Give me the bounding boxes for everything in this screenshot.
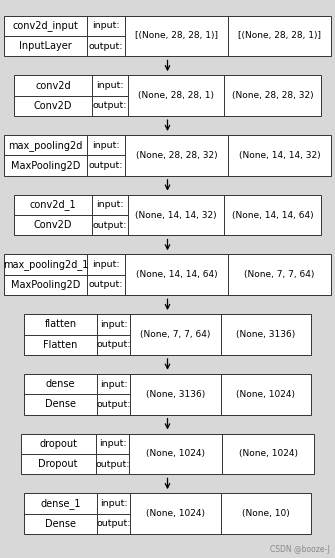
- Bar: [24, 314, 311, 355]
- Text: input:: input:: [92, 141, 120, 150]
- Text: input:: input:: [100, 499, 128, 508]
- Text: (None, 28, 28, 32): (None, 28, 28, 32): [232, 91, 314, 100]
- Text: Dense: Dense: [45, 400, 76, 410]
- Text: (None, 1024): (None, 1024): [146, 449, 205, 459]
- Bar: [14, 75, 321, 116]
- Text: (None, 3136): (None, 3136): [146, 389, 205, 399]
- Text: conv2d: conv2d: [36, 80, 71, 90]
- Text: input:: input:: [92, 260, 120, 269]
- Text: output:: output:: [96, 400, 131, 409]
- Text: output:: output:: [95, 460, 130, 469]
- Text: (None, 10): (None, 10): [242, 509, 289, 518]
- Text: output:: output:: [96, 340, 131, 349]
- Text: (None, 7, 7, 64): (None, 7, 7, 64): [244, 270, 315, 280]
- Bar: [14, 195, 321, 235]
- Bar: [21, 434, 314, 474]
- Bar: [4, 254, 331, 295]
- Text: Conv2D: Conv2D: [34, 101, 72, 111]
- Text: input:: input:: [100, 320, 128, 329]
- Text: max_pooling2d_1: max_pooling2d_1: [3, 259, 88, 270]
- Text: (None, 1024): (None, 1024): [239, 449, 297, 459]
- Text: MaxPooling2D: MaxPooling2D: [11, 161, 80, 171]
- Text: (None, 28, 28, 1): (None, 28, 28, 1): [138, 91, 214, 100]
- Text: dropout: dropout: [39, 439, 77, 449]
- Text: (None, 28, 28, 32): (None, 28, 28, 32): [136, 151, 217, 160]
- Text: (None, 14, 14, 32): (None, 14, 14, 32): [135, 210, 217, 220]
- Bar: [24, 374, 311, 415]
- Text: output:: output:: [96, 519, 131, 528]
- Text: Flatten: Flatten: [44, 340, 78, 350]
- Bar: [4, 135, 331, 176]
- Text: (None, 14, 14, 64): (None, 14, 14, 64): [136, 270, 217, 280]
- Text: output:: output:: [93, 102, 127, 110]
- Text: output:: output:: [89, 42, 123, 51]
- Text: input:: input:: [96, 200, 124, 209]
- Text: input:: input:: [96, 81, 124, 90]
- Text: dense: dense: [46, 379, 75, 389]
- Text: (None, 14, 14, 32): (None, 14, 14, 32): [239, 151, 320, 160]
- Text: input:: input:: [100, 379, 128, 388]
- Text: conv2d_1: conv2d_1: [30, 199, 76, 210]
- Text: (None, 3136): (None, 3136): [236, 330, 295, 339]
- Text: input:: input:: [99, 439, 126, 448]
- Text: (None, 1024): (None, 1024): [236, 389, 295, 399]
- Text: Dropout: Dropout: [39, 459, 78, 469]
- Text: input:: input:: [92, 21, 120, 30]
- Text: [(None, 28, 28, 1)]: [(None, 28, 28, 1)]: [238, 31, 321, 41]
- Text: CSDN @booze-J: CSDN @booze-J: [270, 545, 330, 554]
- Text: output:: output:: [93, 221, 127, 230]
- Bar: [4, 16, 331, 56]
- Text: dense_1: dense_1: [41, 498, 81, 509]
- Text: MaxPooling2D: MaxPooling2D: [11, 280, 80, 290]
- Text: output:: output:: [89, 161, 123, 170]
- Text: Conv2D: Conv2D: [34, 220, 72, 230]
- Text: (None, 1024): (None, 1024): [146, 509, 205, 518]
- Text: Dense: Dense: [45, 519, 76, 529]
- Text: (None, 14, 14, 64): (None, 14, 14, 64): [232, 210, 314, 220]
- Text: (None, 7, 7, 64): (None, 7, 7, 64): [140, 330, 211, 339]
- Text: conv2d_input: conv2d_input: [13, 20, 79, 31]
- Bar: [24, 493, 311, 534]
- Text: output:: output:: [89, 281, 123, 290]
- Text: InputLayer: InputLayer: [19, 41, 72, 51]
- Text: max_pooling2d: max_pooling2d: [8, 140, 83, 151]
- Text: flatten: flatten: [45, 319, 77, 329]
- Text: [(None, 28, 28, 1)]: [(None, 28, 28, 1)]: [135, 31, 218, 41]
